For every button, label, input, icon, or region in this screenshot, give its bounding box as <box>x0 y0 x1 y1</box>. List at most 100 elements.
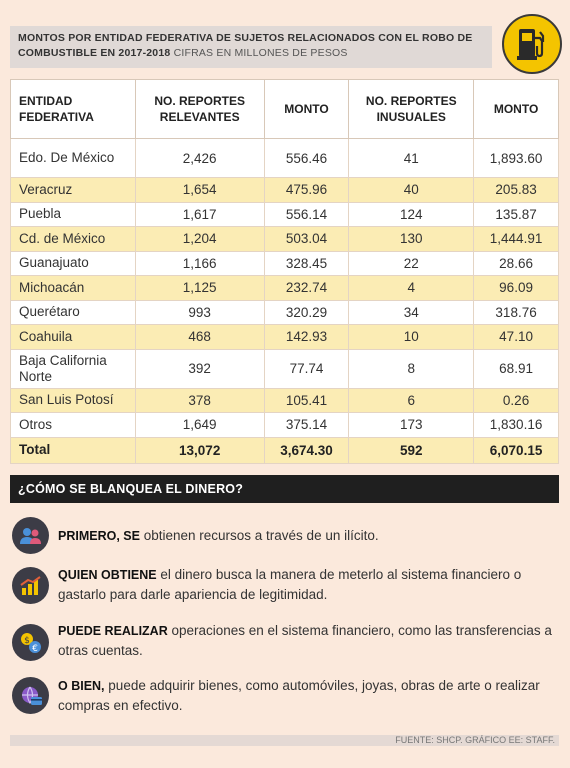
cell-monto-inusuales: 205.83 <box>473 177 559 203</box>
cell-reportes-inusuales: 41 <box>348 138 475 178</box>
cell-monto-inusuales: 47.10 <box>473 324 559 350</box>
table-row: Coahuila 468 142.93 10 47.10 <box>10 324 559 350</box>
step-body: el dinero busca la manera de meterlo al … <box>58 567 522 602</box>
cell-monto-relevantes: 105.41 <box>263 387 350 413</box>
cell-monto-inusuales: 135.87 <box>473 201 559 227</box>
col-header-reportes-relevantes: No. reportes relevantes <box>134 79 265 139</box>
step-lead: Puede realizar <box>58 624 168 638</box>
cell-reportes-inusuales: 10 <box>348 324 475 350</box>
header-title: Montos por entidad federativa de sujetos… <box>18 32 473 59</box>
table-row: Guanajuato 1,166 328.45 22 28.66 <box>10 250 559 276</box>
table-row: Baja California Norte 392 77.74 8 68.91 <box>10 348 559 389</box>
cell-entidad: Puebla <box>10 201 136 227</box>
table-row: Cd. de México 1,204 503.04 130 1,444.91 <box>10 226 559 252</box>
cell-reportes-relevantes: 993 <box>134 299 265 325</box>
section-title: ¿Cómo se blanquea el dinero? <box>10 475 559 503</box>
cell-monto-relevantes: 556.14 <box>263 201 350 227</box>
cell-monto-relevantes: 142.93 <box>263 324 350 350</box>
source-credit: Fuente: SHCP. Gráfico EE: Staff. <box>10 735 559 746</box>
cell-total-reportes-inusuales: 592 <box>348 436 475 464</box>
cell-reportes-relevantes: 1,649 <box>134 412 265 438</box>
cell-entidad: Querétaro <box>10 299 136 325</box>
cell-entidad: San Luis Potosí <box>10 387 136 413</box>
cell-monto-relevantes: 328.45 <box>263 250 350 276</box>
step-lead: O bien, <box>58 679 105 693</box>
cell-monto-inusuales: 28.66 <box>473 250 559 276</box>
cell-total-reportes-relevantes: 13,072 <box>134 436 265 464</box>
table-row: Edo. De México 2,426 556.46 41 1,893.60 <box>10 138 559 178</box>
table-row: Veracruz 1,654 475.96 40 205.83 <box>10 177 559 203</box>
cell-reportes-relevantes: 392 <box>134 348 265 389</box>
cell-reportes-inusuales: 34 <box>348 299 475 325</box>
step-text: O bien, puede adquirir bienes, como auto… <box>58 676 558 716</box>
col-header-monto-inusuales: Monto <box>473 79 559 139</box>
step-lead: Primero, se <box>58 529 140 543</box>
currency-exchange-icon: $ € <box>12 624 49 661</box>
cell-reportes-inusuales: 173 <box>348 412 475 438</box>
fuel-theft-table: Entidad Federativa No. reportes relevant… <box>10 79 559 464</box>
col-header-monto-relevantes: Monto <box>263 79 350 139</box>
step-body: operaciones en el sistema financiero, co… <box>58 623 552 658</box>
cell-monto-relevantes: 503.04 <box>263 226 350 252</box>
table-row: Otros 1,649 375.14 173 1,830.16 <box>10 412 559 438</box>
table-row: Michoacán 1,125 232.74 4 96.09 <box>10 275 559 301</box>
people-icon <box>12 517 49 554</box>
step-body: obtienen recursos a través de un ilícito… <box>139 528 379 543</box>
cell-monto-relevantes: 232.74 <box>263 275 350 301</box>
cell-monto-relevantes: 375.14 <box>263 412 350 438</box>
table-header-row: Entidad Federativa No. reportes relevant… <box>10 79 559 139</box>
cell-entidad: Coahuila <box>10 324 136 350</box>
svg-text:€: € <box>32 644 38 654</box>
cell-entidad: Veracruz <box>10 177 136 203</box>
cell-monto-relevantes: 475.96 <box>263 177 350 203</box>
globe-card-icon <box>12 677 49 714</box>
cell-reportes-relevantes: 468 <box>134 324 265 350</box>
cell-reportes-relevantes: 1,617 <box>134 201 265 227</box>
cell-entidad: Otros <box>10 412 136 438</box>
cell-reportes-relevantes: 1,125 <box>134 275 265 301</box>
header-subtitle: cifras en millones de pesos <box>173 47 348 59</box>
cell-monto-inusuales: 1,444.91 <box>473 226 559 252</box>
table-row: Puebla 1,617 556.14 124 135.87 <box>10 201 559 227</box>
step-text: Puede realizar operaciones en el sistema… <box>58 621 558 661</box>
table-row: Querétaro 993 320.29 34 318.76 <box>10 299 559 325</box>
cell-reportes-inusuales: 130 <box>348 226 475 252</box>
cell-reportes-relevantes: 1,654 <box>134 177 265 203</box>
cell-monto-relevantes: 77.74 <box>263 348 350 389</box>
cell-entidad: Cd. de México <box>10 226 136 252</box>
cell-reportes-inusuales: 8 <box>348 348 475 389</box>
cell-reportes-relevantes: 1,166 <box>134 250 265 276</box>
cell-total-monto-inusuales: 6,070.15 <box>473 436 559 464</box>
fuel-pump-icon <box>502 14 562 74</box>
cell-monto-inusuales: 96.09 <box>473 275 559 301</box>
col-header-entidad: Entidad Federativa <box>10 79 136 139</box>
table-row: San Luis Potosí 378 105.41 6 0.26 <box>10 387 559 413</box>
cell-entidad: Guanajuato <box>10 250 136 276</box>
cell-monto-relevantes: 556.46 <box>263 138 350 178</box>
step-lead: Quien obtiene <box>58 568 157 582</box>
cell-monto-inusuales: 0.26 <box>473 387 559 413</box>
step-body: puede adquirir bienes, como automóviles,… <box>58 678 540 713</box>
cell-reportes-inusuales: 6 <box>348 387 475 413</box>
cell-reportes-relevantes: 378 <box>134 387 265 413</box>
cell-reportes-relevantes: 2,426 <box>134 138 265 178</box>
cell-reportes-relevantes: 1,204 <box>134 226 265 252</box>
cell-total-label: Total <box>10 436 136 464</box>
cell-monto-inusuales: 1,893.60 <box>473 138 559 178</box>
chart-icon <box>12 567 49 604</box>
cell-entidad: Edo. De México <box>10 138 136 178</box>
table-total-row: Total 13,072 3,674.30 592 6,070.15 <box>10 436 559 464</box>
cell-reportes-inusuales: 22 <box>348 250 475 276</box>
cell-entidad: Michoacán <box>10 275 136 301</box>
cell-total-monto-relevantes: 3,674.30 <box>263 436 350 464</box>
step-text: Primero, se obtienen recursos a través d… <box>58 526 558 546</box>
infographic-header: Montos por entidad federativa de sujetos… <box>10 26 492 68</box>
cell-entidad: Baja California Norte <box>10 348 136 389</box>
cell-monto-inusuales: 318.76 <box>473 299 559 325</box>
cell-monto-inusuales: 1,830.16 <box>473 412 559 438</box>
cell-monto-relevantes: 320.29 <box>263 299 350 325</box>
cell-reportes-inusuales: 124 <box>348 201 475 227</box>
cell-reportes-inusuales: 4 <box>348 275 475 301</box>
cell-reportes-inusuales: 40 <box>348 177 475 203</box>
step-text: Quien obtiene el dinero busca la manera … <box>58 565 558 605</box>
